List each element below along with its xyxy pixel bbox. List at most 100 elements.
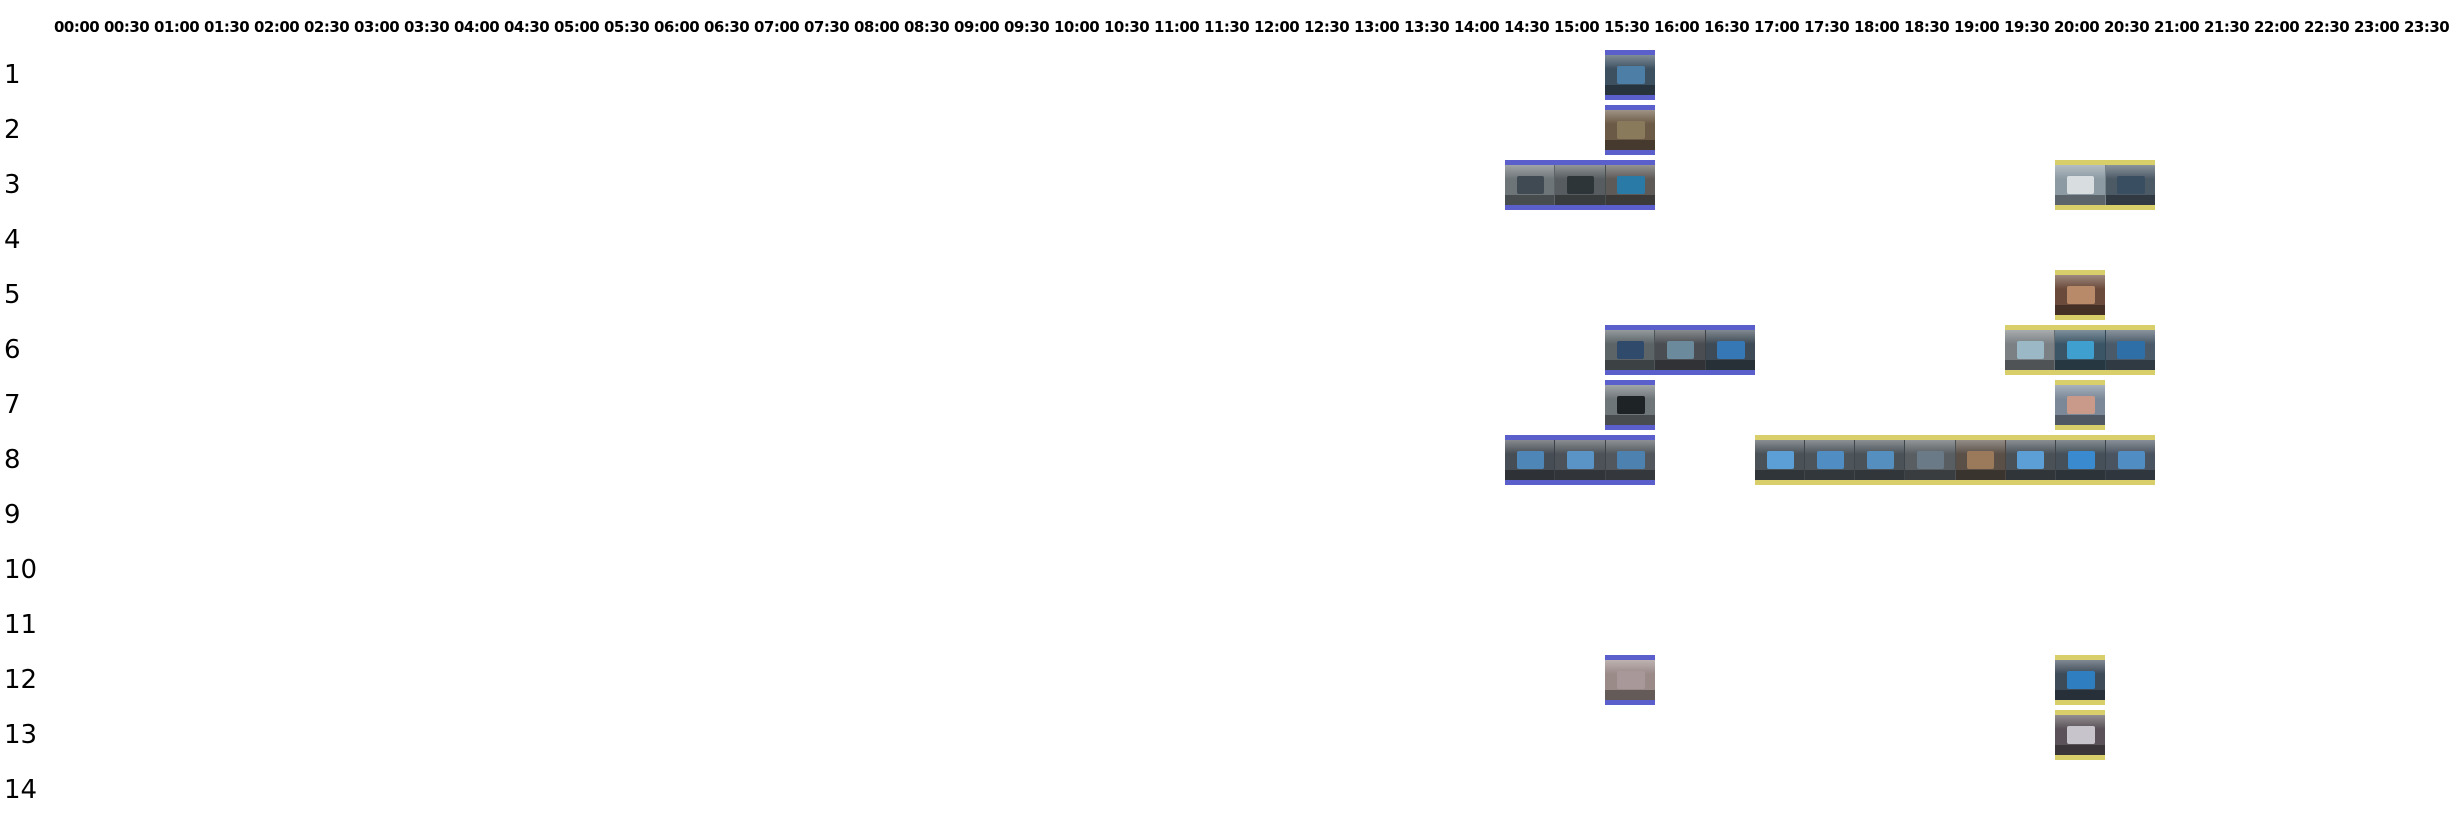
video-thumbnail[interactable] <box>1706 330 1755 370</box>
recording-segment[interactable] <box>1505 160 1655 210</box>
video-thumbnail[interactable] <box>2055 330 2105 370</box>
thumbnail-monitor <box>2017 341 2044 359</box>
row-label: 8 <box>4 445 44 475</box>
row-label: 10 <box>4 555 44 585</box>
video-thumbnail[interactable] <box>2055 275 2105 315</box>
video-thumbnail[interactable] <box>1605 660 1655 700</box>
thumbnail-desk <box>1605 415 1655 425</box>
recording-segment[interactable] <box>2055 380 2105 430</box>
thumbnail-monitor <box>1617 671 1645 689</box>
recording-segment[interactable] <box>2055 710 2105 760</box>
time-axis-label: 17:00 <box>1754 16 1799 38</box>
video-thumbnail[interactable] <box>2056 440 2106 480</box>
thumbnail-desk <box>2055 195 2105 205</box>
thumbnail-desk <box>1855 470 1904 480</box>
thumbnail-monitor <box>1917 451 1944 469</box>
recording-segment[interactable] <box>2055 270 2105 320</box>
video-thumbnail[interactable] <box>2005 330 2055 370</box>
time-axis-label: 07:30 <box>804 16 849 38</box>
video-thumbnail[interactable] <box>1605 110 1655 150</box>
thumbnail-desk <box>1605 140 1655 150</box>
thumbnail-desk <box>2055 360 2104 370</box>
time-axis-label: 00:00 <box>54 16 99 38</box>
row-label: 7 <box>4 390 44 420</box>
thumbnail-monitor <box>2067 341 2094 359</box>
time-axis-label: 20:00 <box>2054 16 2099 38</box>
video-thumbnail[interactable] <box>1505 440 1555 480</box>
video-thumbnail[interactable] <box>1606 165 1655 205</box>
thumbnail-desk <box>1805 470 1854 480</box>
row-label: 11 <box>4 610 44 640</box>
video-thumbnail[interactable] <box>1805 440 1855 480</box>
video-thumbnail[interactable] <box>1505 165 1555 205</box>
time-axis-label: 22:00 <box>2254 16 2299 38</box>
video-thumbnail[interactable] <box>2055 165 2106 205</box>
recording-segment[interactable] <box>1605 380 1655 430</box>
time-axis-label: 12:00 <box>1254 16 1299 38</box>
recording-segment[interactable] <box>1605 325 1755 375</box>
video-thumbnail[interactable] <box>1605 55 1655 95</box>
row-label: 13 <box>4 720 44 750</box>
thumbnail-desk <box>1606 470 1655 480</box>
video-thumbnail[interactable] <box>1755 440 1805 480</box>
time-axis-label: 02:30 <box>304 16 349 38</box>
recording-segment[interactable] <box>1605 50 1655 100</box>
recording-segment[interactable] <box>2005 325 2155 375</box>
time-axis-label: 21:00 <box>2154 16 2199 38</box>
row-label: 3 <box>4 170 44 200</box>
time-axis-label: 21:30 <box>2204 16 2249 38</box>
thumbnail-monitor <box>1517 176 1544 194</box>
time-axis-label: 16:30 <box>1704 16 1749 38</box>
video-thumbnail[interactable] <box>1605 385 1655 425</box>
recording-segment[interactable] <box>2055 655 2105 705</box>
time-axis-label: 18:30 <box>1904 16 1949 38</box>
video-thumbnail[interactable] <box>1606 440 1655 480</box>
video-thumbnail[interactable] <box>1905 440 1955 480</box>
time-axis-label: 23:00 <box>2354 16 2399 38</box>
video-thumbnail[interactable] <box>1605 330 1655 370</box>
thumbnail-monitor <box>1617 121 1645 139</box>
recording-segment[interactable] <box>2055 160 2155 210</box>
time-axis-label: 08:00 <box>854 16 899 38</box>
time-axis-label: 13:30 <box>1404 16 1449 38</box>
thumbnail-monitor <box>1817 451 1844 469</box>
thumbnail-desk <box>2006 470 2055 480</box>
video-thumbnail[interactable] <box>1855 440 1905 480</box>
video-thumbnail[interactable] <box>2106 440 2155 480</box>
thumbnail-desk <box>2055 690 2105 700</box>
video-thumbnail[interactable] <box>2106 165 2156 205</box>
video-thumbnail[interactable] <box>1555 440 1605 480</box>
thumbnail-monitor <box>2067 671 2095 689</box>
video-thumbnail[interactable] <box>1555 165 1605 205</box>
time-axis-label: 01:00 <box>154 16 199 38</box>
time-axis-label: 15:30 <box>1604 16 1649 38</box>
thumbnail-monitor <box>2068 451 2095 469</box>
thumbnail-monitor <box>1617 66 1645 84</box>
time-axis-label: 12:30 <box>1304 16 1349 38</box>
thumbnail-monitor <box>1567 176 1594 194</box>
thumbnail-monitor <box>1617 451 1644 469</box>
video-thumbnail[interactable] <box>1655 330 1705 370</box>
video-thumbnail[interactable] <box>2055 660 2105 700</box>
recording-segment[interactable] <box>1605 655 1655 705</box>
recording-segment[interactable] <box>1755 435 2155 485</box>
thumbnail-desk <box>2106 470 2155 480</box>
video-thumbnail[interactable] <box>2106 330 2155 370</box>
recording-segment[interactable] <box>1505 435 1655 485</box>
video-thumbnail[interactable] <box>1956 440 2006 480</box>
thumbnail-monitor <box>1667 341 1694 359</box>
video-thumbnail[interactable] <box>2006 440 2056 480</box>
recording-segment[interactable] <box>1605 105 1655 155</box>
time-axis-label: 14:00 <box>1454 16 1499 38</box>
time-axis-label: 23:30 <box>2404 16 2449 38</box>
thumbnail-desk <box>1605 85 1655 95</box>
thumbnail-monitor <box>1867 451 1894 469</box>
row-label: 4 <box>4 225 44 255</box>
row-label: 5 <box>4 280 44 310</box>
time-axis-label: 09:30 <box>1004 16 1049 38</box>
video-thumbnail[interactable] <box>2055 385 2105 425</box>
video-thumbnail[interactable] <box>2055 715 2105 755</box>
thumbnail-monitor <box>2067 726 2095 744</box>
thumbnail-desk <box>1505 470 1554 480</box>
thumbnail-monitor <box>2117 341 2144 359</box>
